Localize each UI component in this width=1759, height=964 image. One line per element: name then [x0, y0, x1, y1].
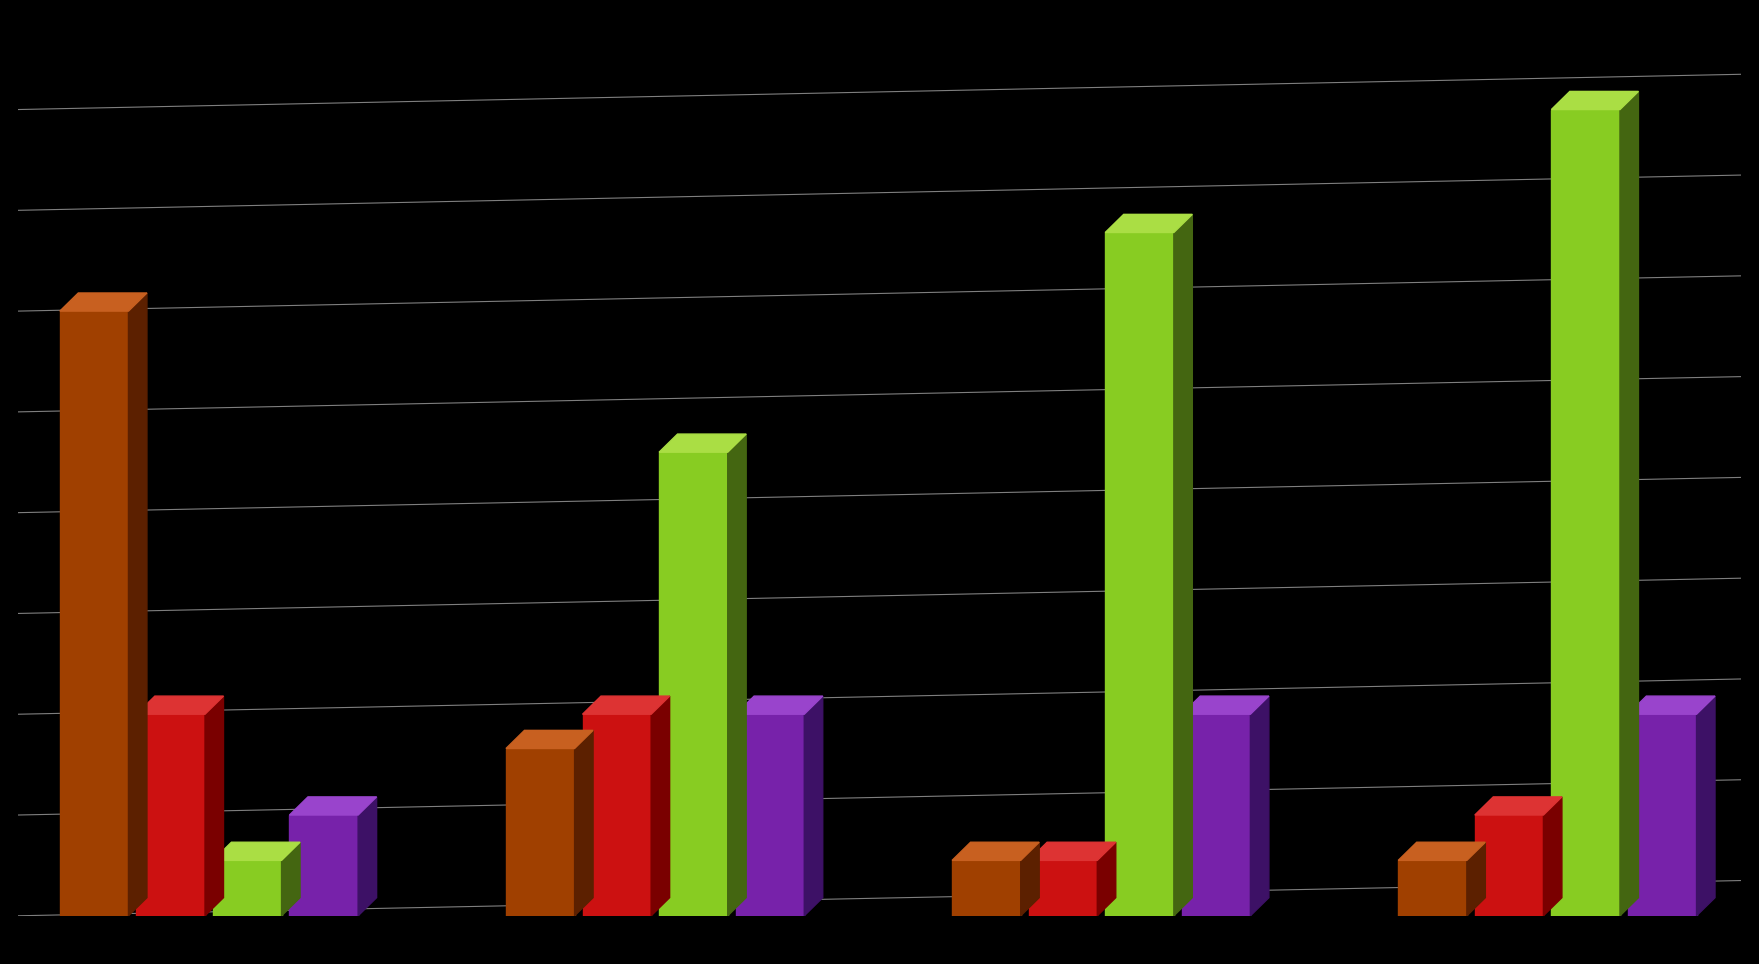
Polygon shape	[1696, 696, 1715, 916]
Polygon shape	[1020, 843, 1040, 916]
Polygon shape	[281, 843, 301, 916]
Polygon shape	[213, 843, 301, 860]
Bar	[1398, 860, 1467, 916]
Bar	[735, 714, 804, 916]
Polygon shape	[575, 731, 593, 916]
Polygon shape	[60, 293, 148, 311]
Bar	[507, 748, 575, 916]
Polygon shape	[735, 696, 823, 714]
Bar	[1627, 714, 1696, 916]
Polygon shape	[359, 797, 376, 916]
Polygon shape	[804, 696, 823, 916]
Polygon shape	[1029, 843, 1115, 860]
Polygon shape	[728, 434, 746, 916]
Polygon shape	[290, 797, 376, 815]
Bar	[1029, 860, 1098, 916]
Bar	[290, 815, 359, 916]
Bar	[137, 714, 206, 916]
Bar	[582, 714, 651, 916]
Polygon shape	[507, 731, 593, 748]
Polygon shape	[1467, 843, 1485, 916]
Polygon shape	[1182, 696, 1268, 714]
Polygon shape	[137, 696, 223, 714]
Polygon shape	[1551, 92, 1638, 110]
Bar	[952, 860, 1020, 916]
Bar	[60, 311, 128, 916]
Polygon shape	[1098, 843, 1115, 916]
Polygon shape	[1105, 214, 1193, 232]
Polygon shape	[1474, 797, 1562, 815]
Polygon shape	[952, 843, 1040, 860]
Bar	[1474, 815, 1543, 916]
Bar	[1551, 110, 1620, 916]
Bar	[1182, 714, 1251, 916]
Bar	[1105, 232, 1173, 916]
Polygon shape	[651, 696, 670, 916]
Polygon shape	[206, 696, 223, 916]
Bar	[213, 860, 281, 916]
Polygon shape	[1543, 797, 1562, 916]
Polygon shape	[1627, 696, 1715, 714]
Polygon shape	[660, 434, 746, 452]
Polygon shape	[1173, 214, 1193, 916]
Polygon shape	[1251, 696, 1268, 916]
Polygon shape	[582, 696, 670, 714]
Polygon shape	[128, 293, 148, 916]
Polygon shape	[1398, 843, 1485, 860]
Polygon shape	[1620, 92, 1638, 916]
Bar	[660, 452, 728, 916]
